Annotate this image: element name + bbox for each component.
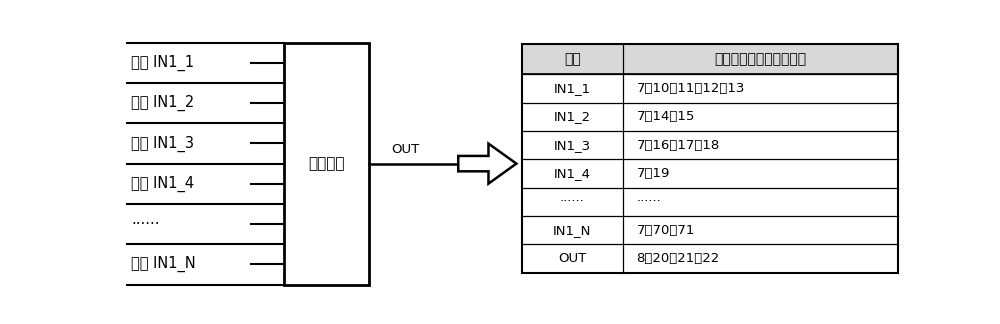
Text: 测试控制寄存器的有效位: 测试控制寄存器的有效位	[714, 52, 806, 66]
Bar	[284, 43, 369, 284]
Bar	[522, 188, 898, 216]
Text: OUT: OUT	[391, 143, 419, 156]
Text: 待测模块: 待测模块	[308, 156, 345, 171]
Text: 信号: 信号	[564, 52, 581, 66]
Bar	[522, 244, 898, 273]
Bar	[522, 74, 898, 103]
Text: 7，70，71: 7，70，71	[637, 224, 695, 237]
Text: 信号 IN1_4: 信号 IN1_4	[131, 176, 194, 192]
Text: 8，20，21，22: 8，20，21，22	[637, 252, 720, 265]
Bar	[522, 131, 898, 159]
Text: IN1_3: IN1_3	[554, 139, 591, 152]
Text: 信号 IN1_1: 信号 IN1_1	[131, 55, 194, 71]
Text: 信号 IN1_3: 信号 IN1_3	[131, 135, 194, 152]
Bar	[522, 216, 898, 244]
Polygon shape	[458, 144, 516, 184]
Bar	[522, 159, 898, 188]
Text: ······: ······	[560, 195, 585, 208]
Text: 7，16，17，18: 7，16，17，18	[637, 139, 720, 152]
Text: 7，19: 7，19	[637, 167, 670, 180]
Text: ······: ······	[637, 195, 661, 208]
Text: IN1_N: IN1_N	[553, 224, 591, 237]
Text: ······: ······	[131, 216, 160, 232]
Text: IN1_1: IN1_1	[554, 82, 591, 95]
Text: 信号 IN1_N: 信号 IN1_N	[131, 256, 196, 272]
Bar	[522, 43, 898, 273]
Bar	[522, 103, 898, 131]
Text: OUT: OUT	[558, 252, 586, 265]
Text: IN1_2: IN1_2	[554, 110, 591, 123]
Text: 7，14，15: 7，14，15	[637, 110, 695, 123]
Text: IN1_4: IN1_4	[554, 167, 591, 180]
Text: 信号 IN1_2: 信号 IN1_2	[131, 95, 194, 111]
Bar	[522, 43, 898, 74]
Text: 7，10，11，12，13: 7，10，11，12，13	[637, 82, 745, 95]
